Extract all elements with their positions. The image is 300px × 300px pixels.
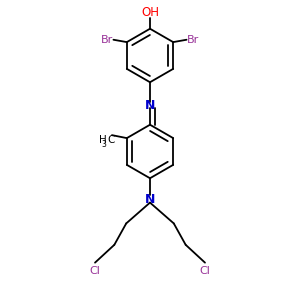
Text: N: N [145,193,155,206]
Text: C: C [107,135,114,145]
Text: H: H [99,135,107,145]
Text: Cl: Cl [200,266,210,276]
Text: Br: Br [100,35,113,45]
Text: OH: OH [141,6,159,19]
Text: Br: Br [187,35,200,45]
Text: N: N [145,99,155,112]
Text: Cl: Cl [90,266,101,276]
Text: 3: 3 [101,140,106,149]
